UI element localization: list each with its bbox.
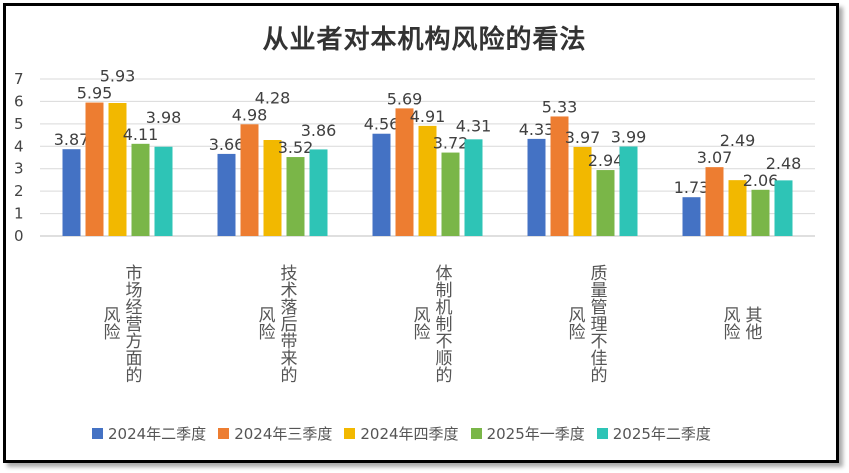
category-label-line: 风险 — [254, 306, 275, 340]
y-tick-label: 6 — [14, 92, 24, 110]
legend-label: 2025年一季度 — [486, 425, 585, 443]
bar — [573, 146, 592, 236]
data-label: 3.97 — [565, 128, 601, 147]
bar — [682, 197, 701, 236]
category-label-line: 体制机制不顺的 — [431, 263, 452, 383]
bar — [309, 149, 328, 236]
data-label: 2.49 — [720, 131, 756, 150]
data-label: 3.72 — [433, 134, 469, 153]
category-label-line: 其他 — [741, 306, 762, 340]
bar — [240, 124, 259, 236]
legend-swatch — [218, 428, 230, 439]
y-tick-label: 7 — [14, 70, 24, 88]
bar — [441, 152, 460, 236]
data-label: 4.28 — [255, 88, 291, 107]
category-label-line: 技术落后带来的 — [276, 263, 297, 383]
legend-label: 2024年三季度 — [234, 425, 333, 443]
data-label: 5.69 — [387, 89, 423, 108]
bar — [85, 102, 104, 236]
legend-label: 2024年二季度 — [108, 425, 207, 443]
legend-swatch — [92, 428, 103, 439]
category-label-line: 风险 — [409, 306, 430, 340]
y-tick-label: 1 — [14, 205, 24, 223]
bar — [154, 146, 173, 236]
category-label-line: 风险 — [719, 306, 740, 340]
legend-label: 2024年四季度 — [360, 425, 459, 443]
y-tick-label: 5 — [14, 115, 24, 133]
bar — [464, 139, 483, 236]
y-tick-label: 2 — [14, 182, 24, 200]
data-label: 4.31 — [456, 117, 492, 136]
legend-label: 2025年二季度 — [612, 425, 711, 443]
bar — [550, 116, 569, 236]
data-label: 4.56 — [364, 115, 400, 134]
bar — [774, 180, 793, 236]
bar — [418, 125, 437, 236]
category-label-line: 风险 — [564, 306, 585, 340]
bar — [108, 102, 127, 237]
chart-title: 从业者对本机构风险的看法 — [262, 25, 587, 55]
data-label: 4.98 — [232, 105, 268, 124]
data-label: 3.87 — [54, 130, 90, 149]
data-label: 5.95 — [77, 84, 113, 103]
bar — [131, 143, 150, 236]
category-label: 技术落后带来的 风险 — [254, 248, 298, 398]
category-label: 市场经营方面的 风险 — [99, 248, 143, 398]
data-label: 2.48 — [766, 154, 802, 173]
data-label: 3.99 — [611, 128, 647, 147]
legend-item: 2025年二季度 — [596, 423, 711, 444]
data-label: 2.94 — [588, 151, 624, 170]
bar — [372, 133, 391, 236]
data-label: 3.98 — [146, 108, 182, 127]
category-label: 质量管理不佳的 风险 — [564, 248, 608, 398]
bar — [217, 153, 236, 236]
y-tick-label: 4 — [14, 137, 24, 155]
data-label: 3.66 — [209, 135, 245, 154]
bar — [62, 149, 81, 236]
category-label-line: 质量管理不佳的 — [586, 263, 607, 383]
y-tick-label: 3 — [14, 160, 24, 178]
category-label: 体制机制不顺的 风险 — [409, 248, 453, 398]
bar — [286, 157, 305, 236]
data-label: 4.11 — [123, 125, 159, 144]
data-label: 1.73 — [674, 178, 710, 197]
bar — [619, 146, 638, 236]
data-label: 3.86 — [301, 121, 337, 140]
legend-item: 2025年一季度 — [470, 423, 585, 444]
data-label: 4.33 — [519, 120, 555, 139]
bar — [527, 138, 546, 236]
data-label: 3.52 — [278, 138, 314, 157]
data-label: 2.06 — [743, 171, 779, 190]
y-tick-label: 0 — [14, 227, 24, 245]
bar — [263, 140, 282, 236]
legend-item: 2024年二季度 — [92, 423, 206, 444]
legend-item: 2024年三季度 — [218, 423, 332, 444]
legend-swatch — [596, 428, 608, 439]
data-label: 3.07 — [697, 148, 733, 167]
bar — [751, 189, 770, 236]
legend-swatch — [470, 428, 482, 439]
bar — [395, 108, 414, 236]
category-label-line: 风险 — [99, 306, 120, 340]
bar — [728, 180, 747, 236]
category-label-line: 市场经营方面的 — [121, 263, 142, 383]
legend: 2024年二季度 2024年三季度 2024年四季度 2025年一季度 2025年二季度 — [92, 423, 711, 444]
data-label: 4.91 — [410, 107, 446, 126]
legend-item: 2024年四季度 — [344, 423, 459, 444]
category-label: 其他 风险 — [719, 248, 763, 398]
data-label: 5.93 — [100, 67, 136, 86]
bar — [705, 167, 724, 236]
legend-swatch — [344, 428, 356, 439]
bar — [596, 170, 615, 236]
data-label: 5.33 — [542, 97, 578, 116]
